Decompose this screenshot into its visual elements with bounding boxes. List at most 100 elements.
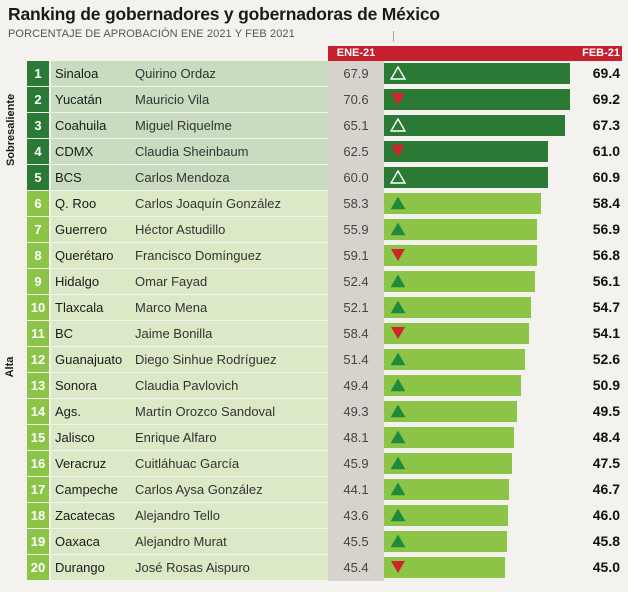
feb-bar (384, 427, 514, 448)
feb-value: 46.7 (592, 481, 620, 497)
governor-name: Alejandro Murat (131, 529, 328, 554)
feb-bar (384, 63, 570, 84)
trend-up-icon (390, 430, 406, 444)
feb-value: 56.9 (592, 221, 620, 237)
rank-number: 15 (27, 425, 49, 450)
feb-value: 49.5 (592, 403, 620, 419)
rank-number: 2 (27, 87, 49, 112)
rank-number: 19 (27, 529, 49, 554)
state-name: Coahuila (51, 113, 131, 138)
subtitle-text: PORCENTAJE DE APROBACIÓN ENE 2021 Y FEB … (8, 28, 295, 40)
rank-number: 3 (27, 113, 49, 138)
chart-subtitle: | PORCENTAJE DE APROBACIÓN ENE 2021 Y FEB… (8, 28, 395, 42)
trend-up-icon (390, 404, 406, 418)
table-row: 15 Jalisco Enrique Alfaro 48.1 48.4 (0, 425, 628, 451)
state-name: BC (51, 321, 131, 346)
table-row: 8 Querétaro Francisco Domínguez 59.1 56.8 (0, 243, 628, 269)
feb-bar (384, 531, 507, 552)
governor-name: Claudia Pavlovich (131, 373, 328, 398)
ene-column-background (328, 61, 384, 581)
feb-bar (384, 479, 509, 500)
feb-bar (384, 89, 570, 110)
trend-up-icon (390, 196, 406, 210)
state-name: Veracruz (51, 451, 131, 476)
feb-value: 50.9 (592, 377, 620, 393)
ene-value: 43.6 (343, 508, 369, 523)
table-row: 9 Hidalgo Omar Fayad 52.4 56.1 (0, 269, 628, 295)
trend-down-icon (391, 249, 405, 261)
feb-value: 69.4 (592, 65, 620, 81)
governor-name: Francisco Domínguez (131, 243, 328, 268)
feb-bar (384, 271, 535, 292)
trend-down-icon (391, 145, 405, 157)
table-row: 12 Guanajuato Diego Sinhue Rodríguez 51.4 52… (0, 347, 628, 373)
rank-number: 11 (27, 321, 49, 346)
ene-value: 49.4 (343, 378, 369, 393)
trend-up-icon (390, 534, 406, 548)
trend-up-icon (390, 482, 406, 496)
feb-bar (384, 219, 537, 240)
rank-number: 9 (27, 269, 49, 294)
trend-down-icon (391, 327, 405, 339)
trend-up-icon (390, 170, 406, 184)
table-row: 3 Coahuila Miguel Riquelme 65.1 67.3 (0, 113, 628, 139)
ene-value: 60.0 (343, 170, 369, 185)
rank-number: 4 (27, 139, 49, 164)
table-row: 14 Ags. Martín Orozco Sandoval 49.3 49.5 (0, 399, 628, 425)
rank-number: 10 (27, 295, 49, 320)
feb-value: 54.7 (592, 299, 620, 315)
state-name: Guanajuato (51, 347, 131, 372)
ene-value: 51.4 (343, 352, 369, 367)
governor-name: Miguel Riquelme (131, 113, 328, 138)
governor-name: Carlos Aysa González (131, 477, 328, 502)
feb-bar (384, 375, 521, 396)
ene-value: 62.5 (343, 144, 369, 159)
ene-value: 59.1 (343, 248, 369, 263)
state-name: Sinaloa (51, 61, 131, 86)
governor-name: Cuitláhuac García (131, 451, 328, 476)
rank-number: 14 (27, 399, 49, 424)
feb-bar (384, 193, 541, 214)
feb-bar (384, 453, 512, 474)
table-row: 13 Sonora Claudia Pavlovich 49.4 50.9 (0, 373, 628, 399)
ene-value: 44.1 (343, 482, 369, 497)
ene-value: 49.3 (343, 404, 369, 419)
state-name: Hidalgo (51, 269, 131, 294)
governor-name: José Rosas Aispuro (131, 555, 328, 580)
feb-value: 61.0 (592, 143, 620, 159)
feb-value: 52.6 (592, 351, 620, 367)
rank-number: 13 (27, 373, 49, 398)
table-row: 10 Tlaxcala Marco Mena 52.1 54.7 (0, 295, 628, 321)
state-name: Q. Roo (51, 191, 131, 216)
trend-up-icon (390, 66, 406, 80)
feb-value: 56.8 (592, 247, 620, 263)
trend-up-icon (390, 118, 406, 132)
feb-bar (384, 323, 529, 344)
column-header-feb: FEB-21 (384, 46, 622, 61)
feb-bar (384, 115, 565, 136)
feb-bar (384, 245, 537, 266)
feb-bar (384, 349, 525, 370)
state-name: Durango (51, 555, 131, 580)
governor-name: Carlos Joaquín González (131, 191, 328, 216)
trend-up-icon (390, 274, 406, 288)
governor-name: Héctor Astudillo (131, 217, 328, 242)
state-name: Jalisco (51, 425, 131, 450)
table-row: 7 Guerrero Héctor Astudillo 55.9 56.9 (0, 217, 628, 243)
table-row: 6 Q. Roo Carlos Joaquín González 58.3 58.4 (0, 191, 628, 217)
feb-value: 67.3 (592, 117, 620, 133)
ene-value: 45.9 (343, 456, 369, 471)
trend-up-icon (390, 508, 406, 522)
feb-bar (384, 401, 517, 422)
chart-title: Ranking de gobernadores y gobernadoras d… (8, 4, 440, 24)
governor-name: Claudia Sheinbaum (131, 139, 328, 164)
ene-value: 45.5 (343, 534, 369, 549)
feb-value: 48.4 (592, 429, 620, 445)
ene-value: 52.4 (343, 274, 369, 289)
table-row: 2 Yucatán Mauricio Vila 70.6 69.2 (0, 87, 628, 113)
feb-bar (384, 505, 508, 526)
column-header-ene: ENE-21 (328, 46, 384, 61)
ene-value: 58.4 (343, 326, 369, 341)
feb-value: 58.4 (592, 195, 620, 211)
state-name: BCS (51, 165, 131, 190)
